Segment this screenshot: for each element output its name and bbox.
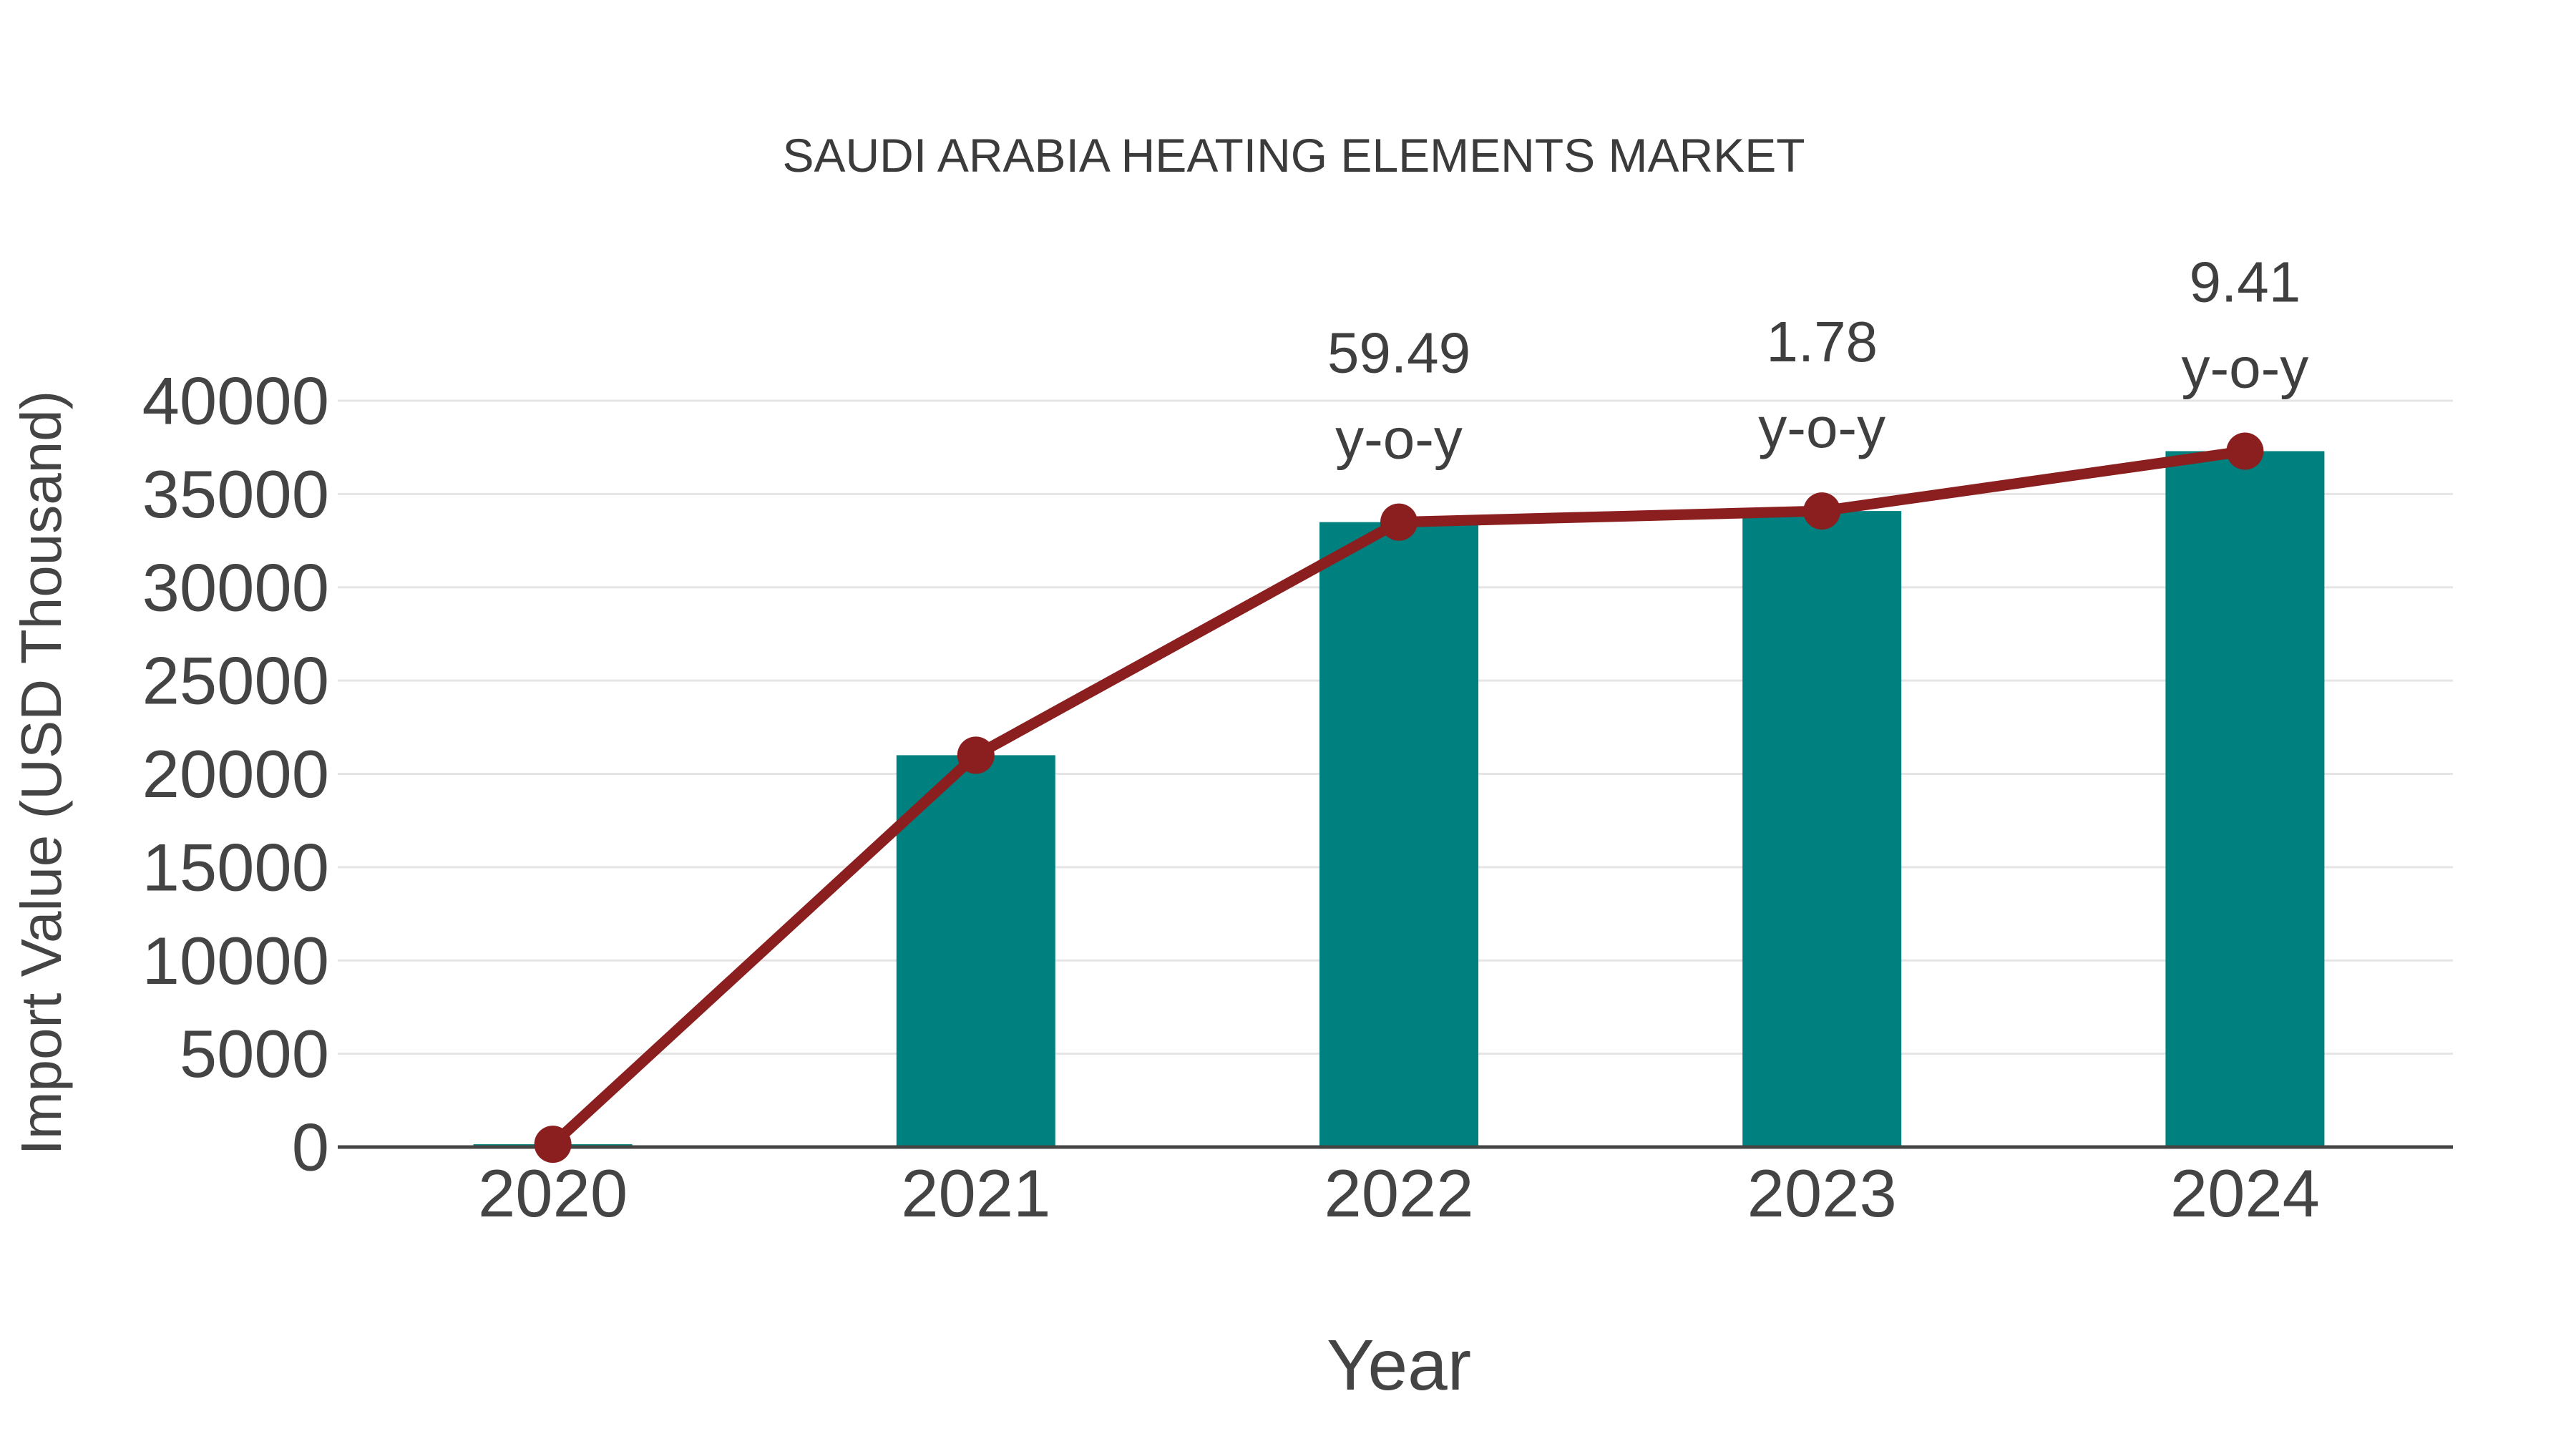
annotation-2022: 59.49 y-o-y bbox=[1327, 321, 1470, 471]
x-tick-label-2021: 2021 bbox=[901, 1156, 1050, 1231]
tick-label-layer: 0 5000 10000 15000 20000 25000 30000 35000 40000… bbox=[142, 364, 2320, 1231]
bar-2022 bbox=[1319, 522, 1478, 1147]
y-axis-title: Import Value (USD Thousand) bbox=[9, 391, 73, 1156]
x-tick-label-2023: 2023 bbox=[1747, 1156, 1897, 1231]
bar-2021 bbox=[896, 755, 1055, 1147]
annotation-unit: y-o-y bbox=[2182, 336, 2309, 399]
line-marker-2023 bbox=[1803, 492, 1841, 530]
y-tick-label: 35000 bbox=[142, 457, 329, 532]
y-tick-label: 30000 bbox=[142, 550, 329, 625]
annotation-unit: y-o-y bbox=[1758, 396, 1885, 459]
x-axis-title: Year bbox=[1327, 1325, 1471, 1405]
bar-series bbox=[473, 451, 2325, 1147]
annotation-value: 59.49 bbox=[1327, 321, 1470, 385]
annotation-2023: 1.78 y-o-y bbox=[1758, 310, 1885, 459]
y-tick-label: 40000 bbox=[142, 364, 329, 439]
x-tick-label-2020: 2020 bbox=[478, 1156, 628, 1231]
y-tick-label: 0 bbox=[292, 1110, 329, 1185]
y-tick-label: 20000 bbox=[142, 736, 329, 811]
y-tick-label: 10000 bbox=[142, 923, 329, 998]
annotation-value: 9.41 bbox=[2190, 250, 2301, 313]
bar-2023 bbox=[1742, 511, 1902, 1147]
y-tick-label: 5000 bbox=[180, 1016, 329, 1091]
line-marker-2020 bbox=[534, 1126, 572, 1163]
annotation-unit: y-o-y bbox=[1335, 407, 1463, 471]
line-series bbox=[534, 432, 2264, 1163]
annotation-2024: 9.41 y-o-y bbox=[2182, 250, 2309, 399]
line-marker-2024 bbox=[2226, 432, 2264, 470]
line-marker-2021 bbox=[957, 736, 995, 774]
y-tick-label: 15000 bbox=[142, 829, 329, 904]
bar-2024 bbox=[2165, 451, 2325, 1147]
x-tick-label-2022: 2022 bbox=[1324, 1156, 1473, 1231]
y-tick-label: 25000 bbox=[142, 643, 329, 718]
line-marker-2022 bbox=[1380, 503, 1418, 541]
annotation-value: 1.78 bbox=[1766, 310, 1878, 374]
annotation-layer: 59.49 y-o-y 1.78 y-o-y 9.41 y-o-y bbox=[1327, 250, 2308, 470]
x-tick-label-2024: 2024 bbox=[2170, 1156, 2320, 1231]
chart-title: SAUDI ARABIA HEATING ELEMENTS MARKET bbox=[782, 129, 1805, 182]
